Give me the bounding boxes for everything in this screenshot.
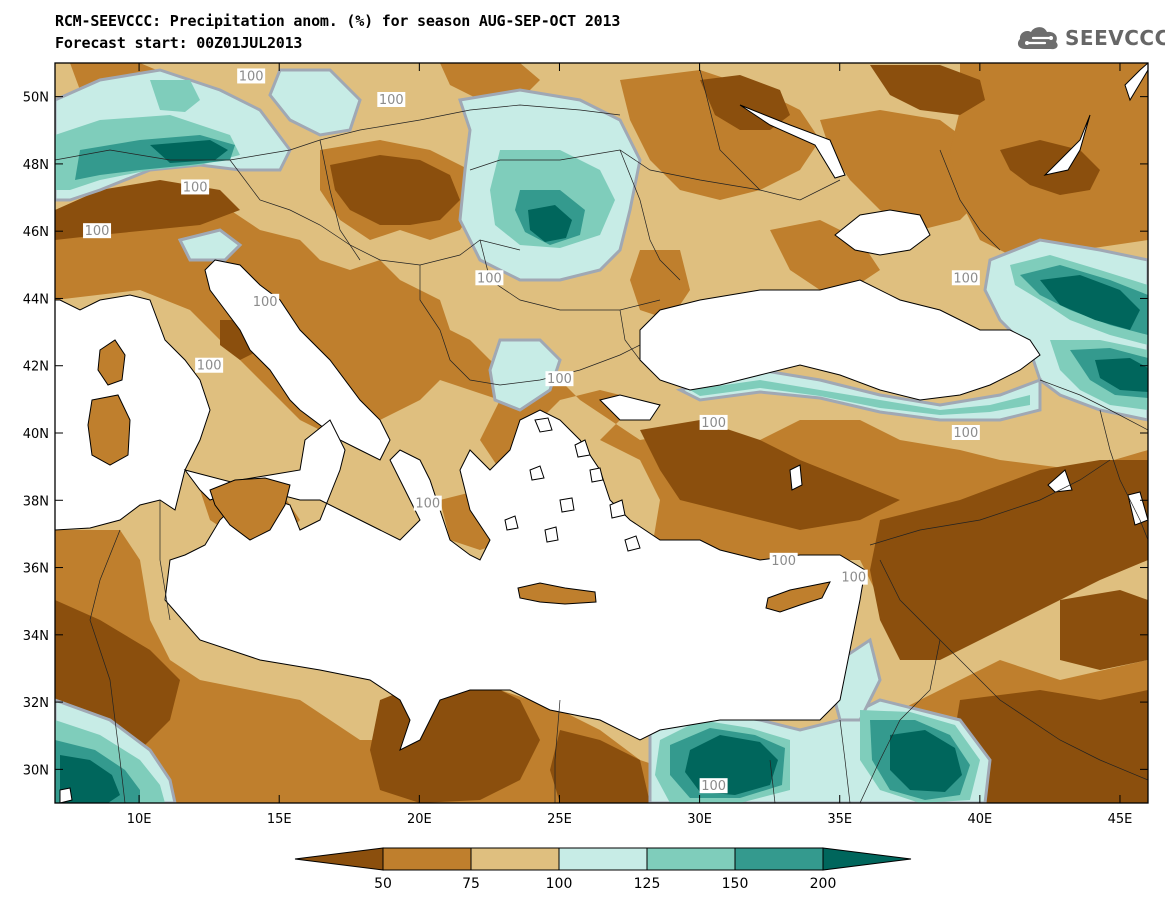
- islands: [87, 339, 831, 613]
- lat-tick-label: 30N: [23, 763, 49, 778]
- lat-tick-label: 38N: [23, 494, 49, 509]
- colorbar-tick-label: 125: [634, 876, 661, 892]
- map-axes: 10E 15E 20E 25E 30E 35E 40E 45E 30N 32N 34N 36N 38N 4…: [23, 63, 1148, 827]
- contour-label: 100: [839, 569, 868, 586]
- contour-label-text: 100: [239, 69, 264, 84]
- logo-text: SEEVCCC: [1065, 26, 1165, 50]
- contour-label-bg: [83, 223, 112, 239]
- contour-label-text: 100: [197, 359, 222, 374]
- contour-label: 100: [83, 223, 112, 239]
- lon-tick-label: 30E: [687, 812, 712, 827]
- contour-label-text: 100: [771, 554, 796, 569]
- lat-tick-label: 36N: [23, 562, 49, 577]
- contour-label-bg: [699, 778, 728, 794]
- contour-label: 100: [237, 68, 266, 84]
- forecast-start-label: Forecast start: 00Z01JUL2013: [55, 34, 303, 52]
- lon-tick-label: 45E: [1108, 812, 1133, 827]
- colorbar-box: [382, 847, 472, 871]
- colorbar-tick-label: 100: [546, 876, 573, 892]
- contour-label: 100: [951, 425, 980, 441]
- contour-label-bg: [951, 425, 980, 440]
- contour-label-text: 100: [953, 271, 978, 286]
- lat-tick-label: 40N: [23, 427, 49, 442]
- contour-label-text: 100: [477, 271, 502, 286]
- contour-label-text: 100: [85, 224, 110, 239]
- contour-label-text: 100: [701, 779, 726, 794]
- contour-label-text: 100: [183, 180, 208, 195]
- country-borders: [55, 69, 1148, 803]
- contour-label-bg: [951, 270, 980, 286]
- contour-label: 100: [377, 92, 406, 108]
- colorbar-box: [734, 847, 824, 871]
- contour-label: 100: [413, 495, 442, 512]
- lat-tick-label: 48N: [23, 158, 49, 173]
- colorbar-tick-label: 75: [462, 876, 480, 892]
- contour-label: 100: [251, 293, 280, 310]
- contour-label-text: 100: [841, 571, 866, 586]
- map-title: RCM-SEEVCCC: Precipitation anom. (%) for…: [55, 12, 621, 30]
- lon-tick-label: 40E: [967, 812, 992, 827]
- cloud-icon: [1017, 27, 1058, 50]
- contour-label-text: 100: [701, 416, 726, 431]
- contour-label: 100: [769, 552, 798, 569]
- contour-label-text: 100: [415, 497, 440, 512]
- colorbar-tick-label: 200: [810, 876, 837, 892]
- contour-label-bg: [769, 552, 798, 568]
- contour-label-bg: [699, 414, 728, 430]
- contour-label-text: 100: [547, 372, 572, 387]
- lon-tick-label: 35E: [827, 812, 852, 827]
- contour-label-bg: [251, 293, 280, 309]
- contour-label-text: 100: [253, 295, 278, 310]
- contour-label: 100: [195, 357, 224, 374]
- contour-label-text: 100: [953, 426, 978, 441]
- colorbar-tick-label: 50: [374, 876, 392, 892]
- contour-label: 100: [545, 371, 574, 387]
- contour-label-bg: [237, 68, 266, 84]
- contour-label-bg: [377, 92, 406, 107]
- colorbar-box: [646, 847, 736, 871]
- colorbar-high-triangle: [822, 847, 912, 871]
- contour-label: 100: [951, 270, 980, 286]
- lat-tick-label: 50N: [23, 91, 49, 106]
- contour-label-bg: [545, 371, 574, 387]
- contour-labels: 100 100 100 100 100 100 100 100 100 100 100 100 100 1…: [83, 68, 980, 794]
- contour-label: 100: [699, 414, 728, 431]
- lon-tick-label: 15E: [267, 812, 292, 827]
- contour-label-bg: [181, 179, 210, 195]
- contour-label-bg: [413, 495, 442, 511]
- lon-tick-label: 25E: [547, 812, 572, 827]
- colorbar-tick-label: 150: [722, 876, 749, 892]
- lat-tick-label: 34N: [23, 629, 49, 644]
- sea-mask: [55, 63, 1148, 803]
- colorbar: 50 75 100 125 150 200: [294, 847, 912, 892]
- lat-tick-label: 44N: [23, 292, 49, 307]
- seevccc-logo: SEEVCCC: [1015, 20, 1165, 56]
- contour-label: 100: [181, 179, 210, 195]
- lat-tick-label: 46N: [23, 225, 49, 240]
- lat-tick-label: 32N: [23, 696, 49, 711]
- colorbar-box: [470, 847, 560, 871]
- contour-label: 100: [699, 778, 728, 794]
- contour-label-text: 100: [379, 93, 404, 108]
- colorbar-box: [558, 847, 648, 871]
- contour-label-bg: [839, 569, 868, 585]
- contour-label: 100: [475, 270, 504, 286]
- colorbar-low-triangle: [294, 847, 384, 871]
- lon-tick-label: 10E: [127, 812, 152, 827]
- anomaly-field: [55, 63, 1148, 803]
- lon-tick-label: 20E: [407, 812, 432, 827]
- contour-label-bg: [195, 357, 224, 373]
- lat-tick-label: 42N: [23, 360, 49, 375]
- contour-label-bg: [475, 270, 504, 286]
